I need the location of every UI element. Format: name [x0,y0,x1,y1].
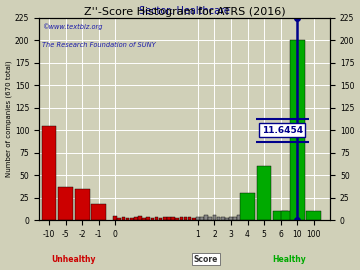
Bar [75,189,90,220]
Text: The Research Foundation of SUNY: The Research Foundation of SUNY [42,42,156,48]
Bar [175,218,179,220]
Bar [221,217,225,220]
Bar [142,218,146,220]
Bar [180,217,183,220]
Bar [196,217,200,220]
Bar [113,216,117,220]
Bar [188,217,192,220]
Bar [306,211,321,220]
Bar [184,217,187,220]
Bar [208,217,212,220]
Bar [163,217,167,220]
Text: Healthy: Healthy [272,255,306,264]
Bar [217,217,220,220]
Bar [240,193,255,220]
Bar [290,40,305,220]
Bar [126,218,129,220]
Bar [204,215,208,220]
Bar [171,217,175,220]
Bar [273,211,288,220]
Bar [282,211,296,220]
Bar [200,217,204,220]
Bar [159,218,162,220]
Bar [257,166,271,220]
Bar [233,217,237,220]
Text: ©www.textbiz.org: ©www.textbiz.org [42,24,103,31]
Bar [138,216,142,220]
Y-axis label: Number of companies (670 total): Number of companies (670 total) [5,61,12,177]
Bar [147,217,150,220]
Bar [192,218,195,220]
Bar [122,217,125,220]
Text: Score: Score [194,255,218,264]
Bar [91,204,106,220]
Bar [155,217,158,220]
Bar [242,217,245,220]
Bar [41,126,57,220]
Text: 11.6454: 11.6454 [262,126,303,135]
Bar [130,218,134,220]
Bar [213,215,216,220]
Bar [237,215,241,220]
Bar [117,218,121,220]
Bar [225,218,229,220]
Title: Z''-Score Histogram for ATRS (2016): Z''-Score Histogram for ATRS (2016) [84,7,285,17]
Bar [134,217,138,220]
Bar [167,217,171,220]
Text: Unhealthy: Unhealthy [51,255,96,264]
Bar [229,217,233,220]
Text: Sector: Healthcare: Sector: Healthcare [139,6,230,16]
Bar [150,218,154,220]
Bar [58,187,73,220]
